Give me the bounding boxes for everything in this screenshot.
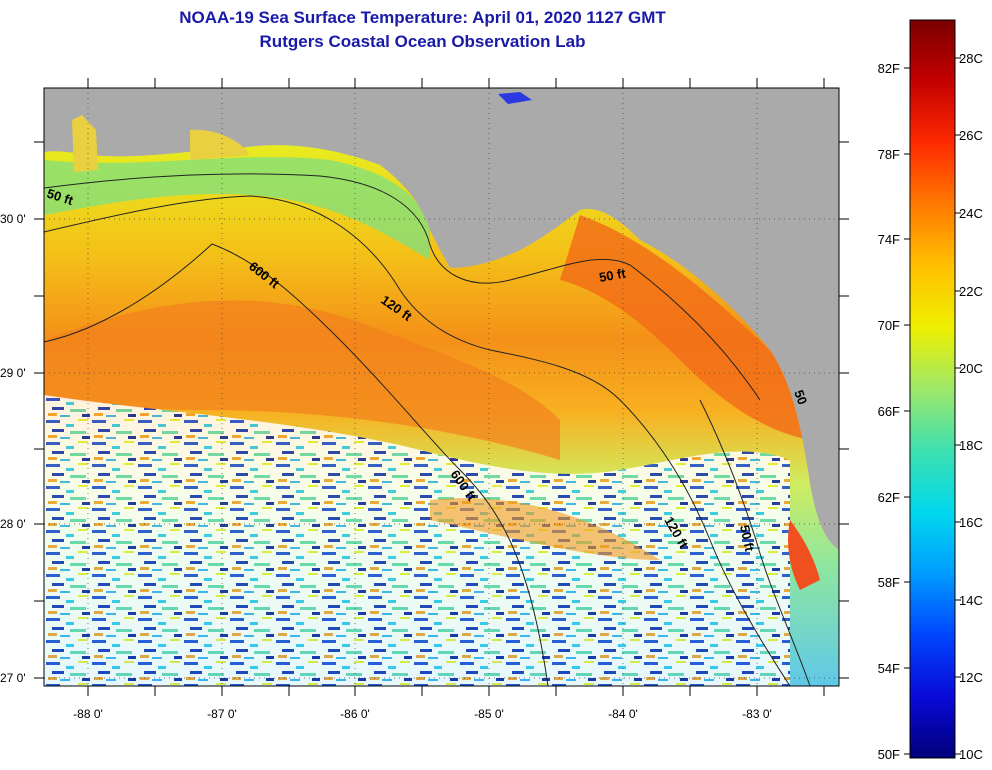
- colorbar-label-c: 22C: [959, 284, 983, 299]
- contour-50ft-south: [699, 399, 811, 686]
- lake: [498, 92, 532, 104]
- bay: [190, 129, 250, 160]
- colorbar-label-c: 28C: [959, 51, 983, 66]
- contour-120ft: [44, 195, 791, 686]
- lon-tick-label: -85 0': [474, 707, 504, 721]
- mid-band-warm: [430, 498, 660, 560]
- map-frame: [43, 87, 840, 687]
- colorbar-label-f: 50F: [878, 747, 900, 762]
- warm-shelf-water: [560, 215, 810, 440]
- coastal-cool-band: [44, 157, 430, 260]
- coastal-water: [788, 520, 820, 590]
- colorbar-label-c: 10C: [959, 747, 983, 762]
- map-subtitle: Rutgers Coastal Ocean Observation Lab: [259, 32, 586, 51]
- colorbar-label-f: 74F: [878, 232, 900, 247]
- warm-offshore-band: [44, 300, 560, 460]
- land-mass: [44, 88, 839, 550]
- colorbar-label-c: 20C: [959, 361, 983, 376]
- colorbar-label-c: 24C: [959, 206, 983, 221]
- colorbar-label-f: 78F: [878, 147, 900, 162]
- colorbar-label-f: 82F: [878, 61, 900, 76]
- lon-tick-label: -86 0': [340, 707, 370, 721]
- contour-label: 50: [791, 388, 810, 407]
- colorbar-label-c: 26C: [959, 128, 983, 143]
- lon-tick-label: -83 0': [742, 707, 772, 721]
- colorbar-label-c: 12C: [959, 670, 983, 685]
- lon-tick-label: -87 0': [207, 707, 237, 721]
- contour-50ft-north: [44, 173, 761, 401]
- lon-tick-label: -88 0': [73, 707, 103, 721]
- contour-label: 50 ft: [598, 265, 628, 285]
- colorbar-label-c: 16C: [959, 515, 983, 530]
- lat-tick-label: 29 0': [0, 366, 26, 380]
- colorbar-label-f: 62F: [878, 490, 900, 505]
- lat-tick-label: 27 0': [0, 671, 26, 685]
- cloud-speckle-region: [44, 395, 790, 686]
- lon-tick-label: -84 0': [608, 707, 638, 721]
- contour-label: 50 ft: [737, 524, 757, 554]
- colorbar-scale: [909, 19, 956, 759]
- sst-map: 50 ft 600 ft 120 ft 50 ft 600 ft 120 ft …: [0, 78, 849, 721]
- lat-tick-label: 28 0': [0, 517, 26, 531]
- colorbar-label-f: 54F: [878, 661, 900, 676]
- colorbar-label-c: 14C: [959, 593, 983, 608]
- colorbar-label-c: 18C: [959, 438, 983, 453]
- map-title: NOAA-19 Sea Surface Temperature: April 0…: [179, 8, 666, 27]
- temperature-colorbar: 82F 78F 74F 70F 66F 62F 58F 54F 50F 28C …: [878, 19, 983, 762]
- colorbar-label-f: 70F: [878, 318, 900, 333]
- colorbar-label-f: 58F: [878, 575, 900, 590]
- contour-600ft: [44, 243, 549, 686]
- colorbar-label-f: 66F: [878, 404, 900, 419]
- lat-tick-label: 30 0': [0, 212, 26, 226]
- bay: [72, 115, 98, 172]
